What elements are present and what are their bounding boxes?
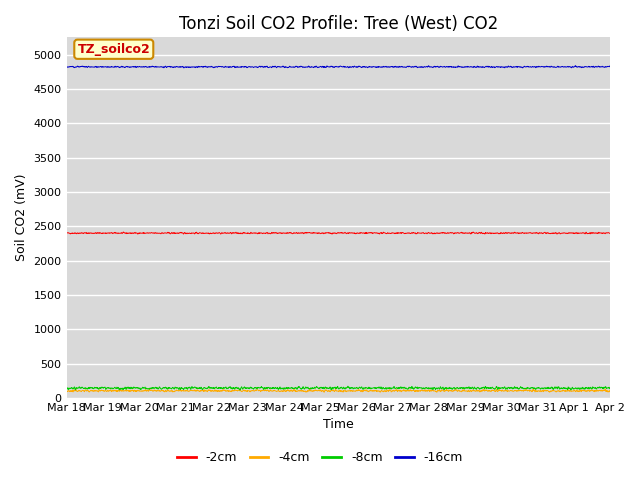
-16cm [591,64,598,70]
Line: -16cm: -16cm [67,66,610,68]
-4cm [602,386,609,392]
-16cm [606,63,614,69]
-16cm [591,64,598,70]
-8cm [591,385,598,391]
-2cm [313,230,321,236]
Y-axis label: Soil CO2 (mV): Soil CO2 (mV) [15,174,28,262]
Title: Tonzi Soil CO2 Profile: Tree (West) CO2: Tonzi Soil CO2 Profile: Tree (West) CO2 [179,15,498,33]
-4cm [591,388,598,394]
Line: -2cm: -2cm [67,232,610,234]
-4cm [327,388,335,394]
-8cm [606,386,614,392]
-2cm [180,231,188,237]
-2cm [591,230,598,236]
-16cm [63,64,70,70]
-16cm [572,63,579,69]
-8cm [236,387,244,393]
-4cm [591,388,598,394]
-8cm [327,387,335,393]
-4cm [63,388,70,394]
-4cm [90,388,98,394]
-8cm [313,384,321,390]
-16cm [313,64,321,70]
Line: -4cm: -4cm [67,389,610,392]
-2cm [469,229,477,235]
-2cm [327,230,335,236]
-16cm [180,65,188,71]
-2cm [492,230,499,236]
-4cm [312,388,320,394]
-4cm [491,388,499,394]
-2cm [591,230,598,236]
Line: -8cm: -8cm [67,386,610,390]
-4cm [546,389,554,395]
-2cm [606,230,614,236]
-2cm [90,230,98,236]
-8cm [492,386,499,392]
Text: TZ_soilco2: TZ_soilco2 [77,43,150,56]
X-axis label: Time: Time [323,419,354,432]
-2cm [63,230,70,236]
-8cm [591,385,598,391]
-4cm [606,387,614,393]
-16cm [90,64,98,70]
-16cm [327,63,335,69]
-16cm [491,65,499,71]
-8cm [63,386,70,392]
-8cm [90,384,98,390]
-8cm [344,384,352,389]
Legend: -2cm, -4cm, -8cm, -16cm: -2cm, -4cm, -8cm, -16cm [172,446,468,469]
